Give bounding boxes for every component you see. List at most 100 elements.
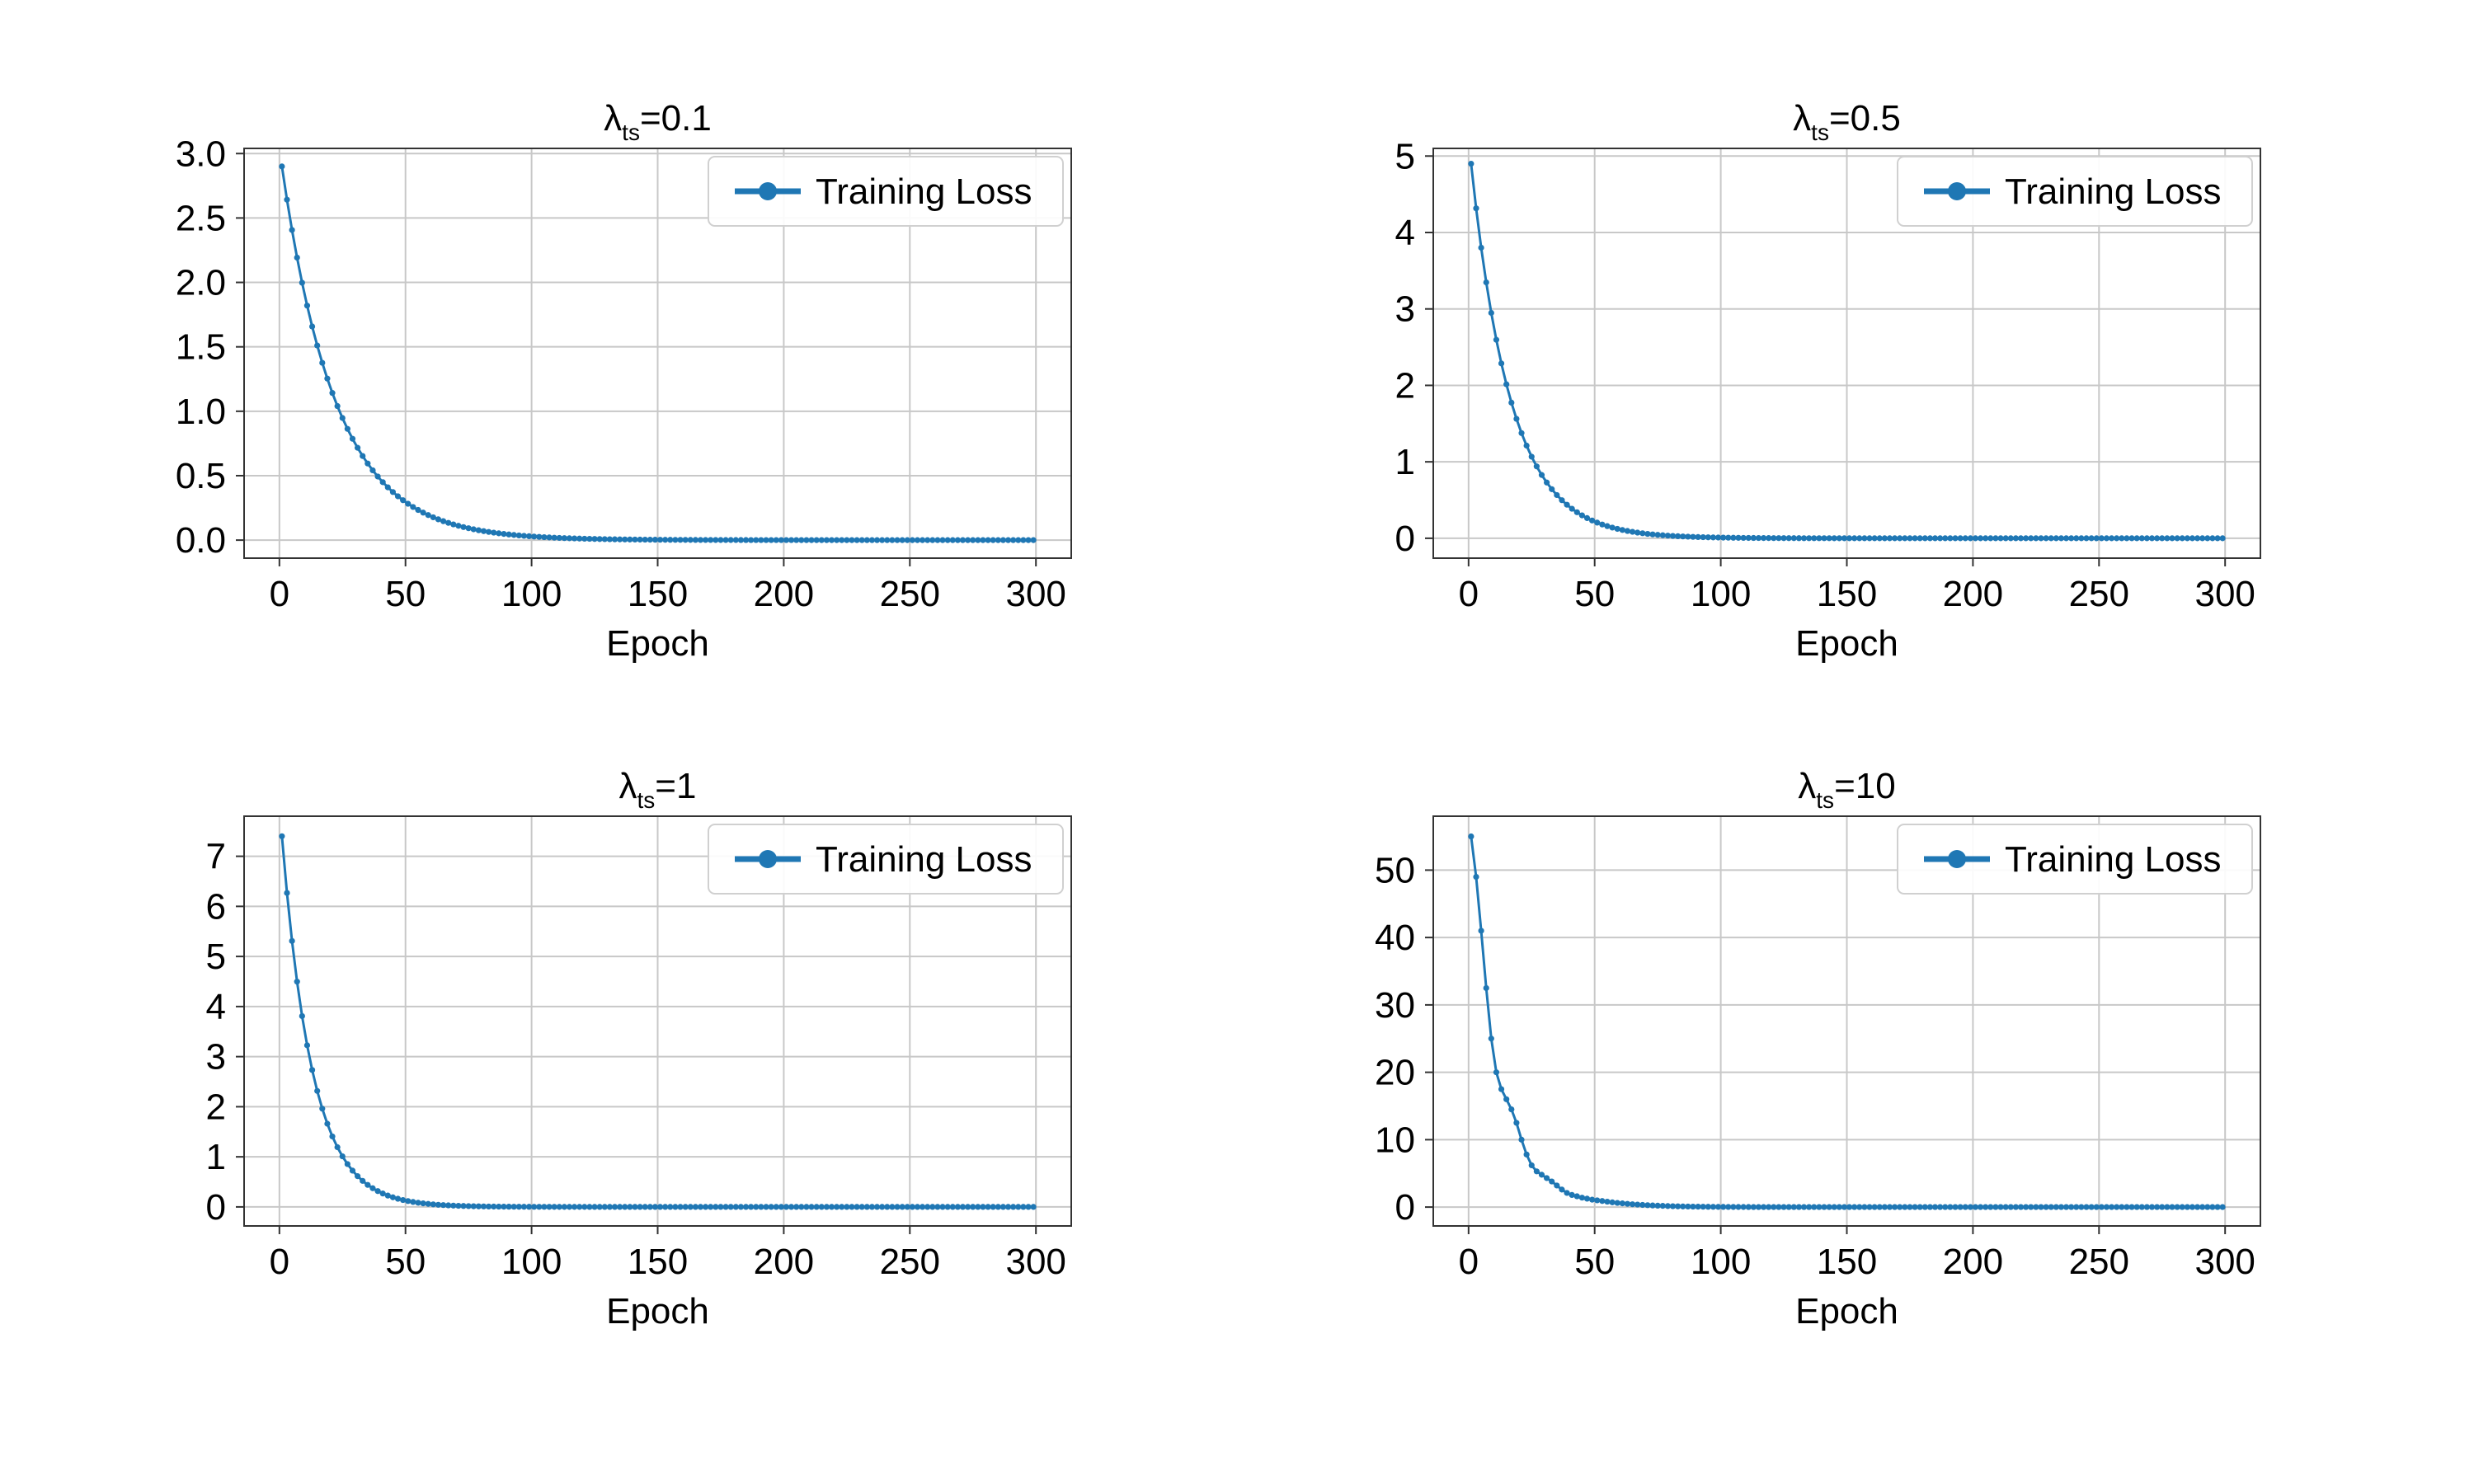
data-point <box>1015 1204 1022 1210</box>
data-point <box>1740 534 1747 542</box>
data-point <box>1513 416 1520 422</box>
data-point <box>894 537 901 543</box>
legend: Training Loss <box>1897 824 2253 895</box>
data-point <box>2214 535 2221 542</box>
data-point <box>425 1200 431 1207</box>
data-point <box>410 504 416 510</box>
data-point <box>470 526 477 533</box>
data-point <box>2038 1204 2044 1210</box>
data-point <box>2053 1204 2059 1210</box>
title-subscript: ts <box>1811 120 1829 145</box>
data-point <box>1972 535 1979 542</box>
data-point <box>1020 537 1027 543</box>
data-point <box>2209 1204 2216 1210</box>
data-point <box>510 532 517 538</box>
data-point <box>773 537 779 543</box>
data-point <box>637 536 643 543</box>
data-point <box>763 537 769 543</box>
data-point <box>1876 535 1883 542</box>
data-point <box>1473 205 1479 212</box>
data-point <box>1987 535 1994 542</box>
data-point <box>1488 309 1494 317</box>
x-axis-label: Epoch <box>606 1291 709 1331</box>
data-point <box>531 1204 538 1210</box>
data-point <box>400 497 407 504</box>
data-point <box>2017 1204 2025 1210</box>
data-point <box>914 537 921 543</box>
data-point <box>813 537 820 543</box>
data-point <box>899 537 905 543</box>
data-point <box>1508 1106 1515 1113</box>
data-point <box>1710 1204 1717 1210</box>
data-point <box>863 1204 870 1210</box>
data-point <box>1856 535 1863 542</box>
data-point <box>1977 535 1984 542</box>
data-point <box>995 1204 1001 1210</box>
data-point <box>2143 535 2150 542</box>
data-point <box>1902 1204 1908 1210</box>
data-point <box>808 537 815 543</box>
data-point <box>1649 1202 1656 1209</box>
x-tick-label: 200 <box>1943 574 2003 614</box>
data-point <box>651 537 659 543</box>
data-point <box>2028 535 2034 542</box>
data-point <box>662 1204 669 1210</box>
data-point <box>1599 521 1606 528</box>
data-point <box>672 537 679 543</box>
data-point <box>2169 1204 2175 1210</box>
data-point <box>2138 535 2145 542</box>
data-point <box>329 390 336 397</box>
data-point <box>1624 1200 1631 1207</box>
data-point <box>1503 381 1510 387</box>
data-point <box>1771 535 1777 542</box>
data-point <box>914 1204 921 1210</box>
data-point <box>2023 1204 2030 1210</box>
data-point <box>793 1204 800 1210</box>
data-point <box>2194 535 2201 542</box>
data-point <box>656 537 664 543</box>
data-point <box>2083 1204 2090 1210</box>
x-tick-label: 50 <box>1574 1242 1615 1282</box>
data-point <box>2058 1204 2065 1210</box>
x-tick-label: 50 <box>385 1242 426 1282</box>
data-point <box>975 1204 981 1210</box>
data-point <box>1766 1204 1772 1210</box>
data-point <box>2114 535 2120 542</box>
data-point <box>1624 528 1631 534</box>
data-point <box>868 1204 876 1210</box>
data-point <box>753 537 760 543</box>
data-point <box>1921 535 1928 542</box>
data-point <box>1866 535 1873 542</box>
title-suffix: =10 <box>1834 766 1896 806</box>
data-point <box>2098 535 2105 542</box>
data-point <box>279 833 285 839</box>
data-point <box>420 1200 426 1207</box>
data-point <box>2103 1204 2110 1210</box>
data-point <box>415 1200 421 1206</box>
data-point <box>949 537 956 543</box>
legend-marker-swatch <box>759 850 777 868</box>
data-point <box>400 1196 407 1204</box>
data-point <box>2219 535 2226 542</box>
data-point <box>2189 1204 2196 1210</box>
data-point <box>823 1204 830 1210</box>
data-point <box>1685 533 1691 540</box>
data-point <box>1025 537 1032 543</box>
data-point <box>475 527 482 533</box>
data-point <box>828 537 835 543</box>
data-point <box>737 537 745 543</box>
data-point <box>566 535 573 542</box>
data-point <box>939 1204 946 1210</box>
data-point <box>1856 1204 1863 1210</box>
data-point <box>308 323 316 330</box>
data-point <box>727 537 734 543</box>
data-point <box>384 1192 391 1199</box>
chart-title: λts=10 <box>1798 766 1895 813</box>
data-point <box>783 537 790 543</box>
data-point <box>2048 1204 2054 1210</box>
data-point <box>576 535 583 542</box>
data-point <box>1846 535 1853 542</box>
data-point <box>541 533 548 541</box>
data-point <box>1664 1203 1671 1209</box>
data-point <box>1609 1199 1616 1205</box>
